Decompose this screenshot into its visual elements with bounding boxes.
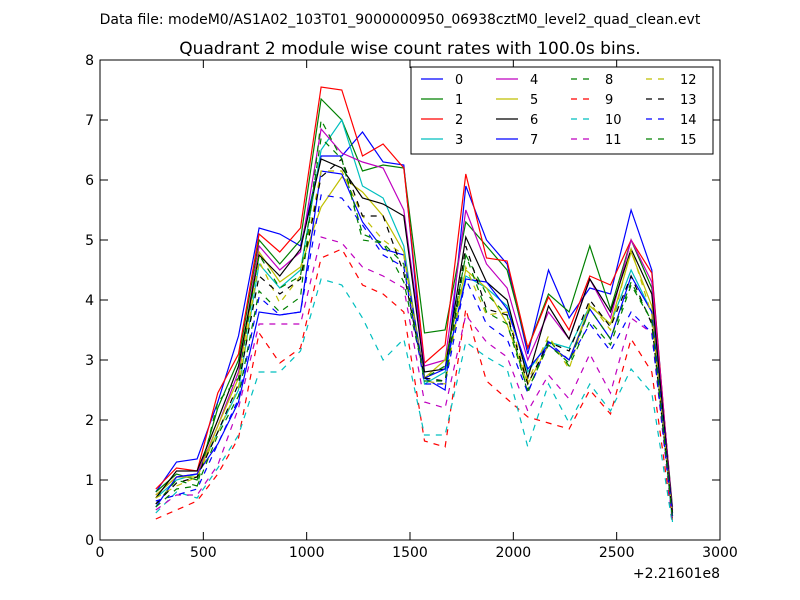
x-tick-label: 3000 [702,545,738,561]
series-line-14 [155,194,674,517]
series-line-6 [155,158,674,514]
x-tick-label: 500 [190,545,217,561]
legend-label-10: 10 [605,113,622,128]
chart-title: Quadrant 2 module wise count rates with … [179,39,640,59]
series-line-11 [155,236,674,523]
legend-label-13: 13 [680,93,697,108]
series-line-12 [155,170,674,517]
legend-label-3: 3 [455,133,463,148]
series-line-1 [155,97,674,508]
y-tick-label: 3 [85,353,94,369]
series-layer [155,86,674,526]
x-tick-label: 2000 [496,545,532,561]
legend-label-12: 12 [680,73,697,88]
y-tick-label: 0 [85,533,94,549]
data-file-label: Data file: modeM0/AS1A02_103T01_90000009… [100,12,701,28]
series-line-13 [155,157,674,517]
y-tick-label: 1 [85,473,94,489]
y-tick-label: 7 [85,113,94,129]
legend-label-7: 7 [530,133,538,148]
legend-label-14: 14 [680,113,697,128]
legend-label-2: 2 [455,113,463,128]
x-tick-label: 1500 [392,545,428,561]
x-tick-label: 1000 [289,545,325,561]
series-line-0 [155,131,674,517]
legend-label-1: 1 [455,93,463,108]
legend-label-15: 15 [680,133,697,148]
x-offset-label: +2.21601e8 [633,566,720,582]
series-line-9 [155,248,674,523]
y-tick-label: 8 [85,53,94,69]
legend-label-4: 4 [530,73,538,88]
y-tick-label: 4 [85,293,94,309]
y-tick-label: 2 [85,413,94,429]
series-line-2 [155,86,674,514]
legend-label-8: 8 [605,73,613,88]
y-tick-label: 5 [85,233,94,249]
x-tick-label: 0 [96,545,105,561]
x-tick-label: 2500 [599,545,635,561]
legend-label-5: 5 [530,93,538,108]
legend-label-0: 0 [455,73,463,88]
series-line-8 [155,136,674,520]
legend-label-11: 11 [605,133,622,148]
series-line-15 [155,118,674,520]
plot-frame [99,59,721,541]
y-tick-label: 6 [85,173,94,189]
legend-label-6: 6 [530,113,538,128]
legend-label-9: 9 [605,93,613,108]
series-line-10 [155,278,674,526]
